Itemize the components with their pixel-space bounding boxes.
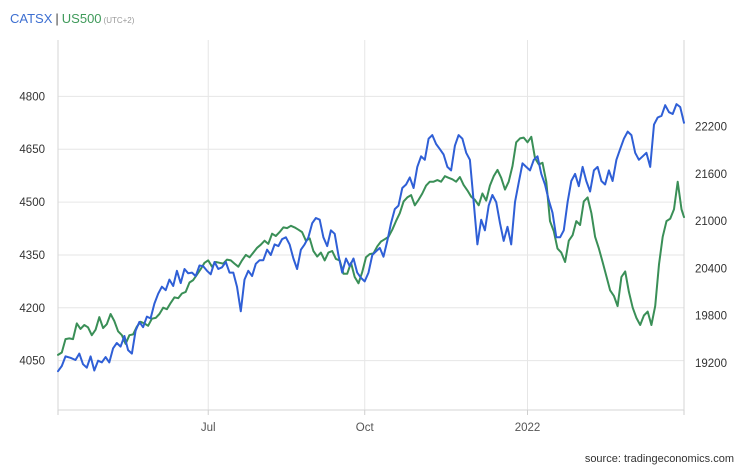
right-tick-label: 19200 [695, 358, 727, 370]
x-tick-label: 2022 [515, 422, 541, 434]
right-tick-label: 21600 [695, 169, 727, 181]
left-tick-label: 4500 [19, 197, 45, 209]
right-tick-label: 20400 [695, 263, 727, 275]
catsx-series-line[interactable] [57, 103, 685, 373]
right-tick-label: 22200 [695, 122, 727, 134]
series-layer [57, 103, 685, 373]
left-tick-label: 4650 [19, 144, 45, 156]
chart-header: CATSX | US500 (UTC+2) [10, 11, 134, 26]
right-tick-label: 21000 [695, 216, 727, 228]
x-tick-label: Jul [201, 422, 216, 434]
left-tick-label: 4800 [19, 91, 45, 103]
left-tick-label: 4200 [19, 303, 45, 315]
grid-layer [58, 40, 684, 410]
timezone-label: (UTC+2) [103, 16, 135, 25]
x-tick-label: Oct [356, 422, 375, 434]
us500-label[interactable]: US500 [61, 11, 102, 26]
catsx-label[interactable]: CATSX [10, 11, 53, 26]
source-credit: source: tradingeconomics.com [584, 453, 734, 465]
us500-series-line[interactable] [57, 135, 685, 356]
left-tick-label: 4350 [19, 250, 45, 262]
right-tick-label: 19800 [695, 311, 727, 323]
header-separator: | [55, 11, 59, 26]
left-tick-label: 4050 [19, 356, 45, 368]
axis-layer [57, 40, 685, 415]
tick-label-layer: 4050 4200 4350 4500 4650 4800 19200 19800 20400 2… [19, 91, 727, 434]
